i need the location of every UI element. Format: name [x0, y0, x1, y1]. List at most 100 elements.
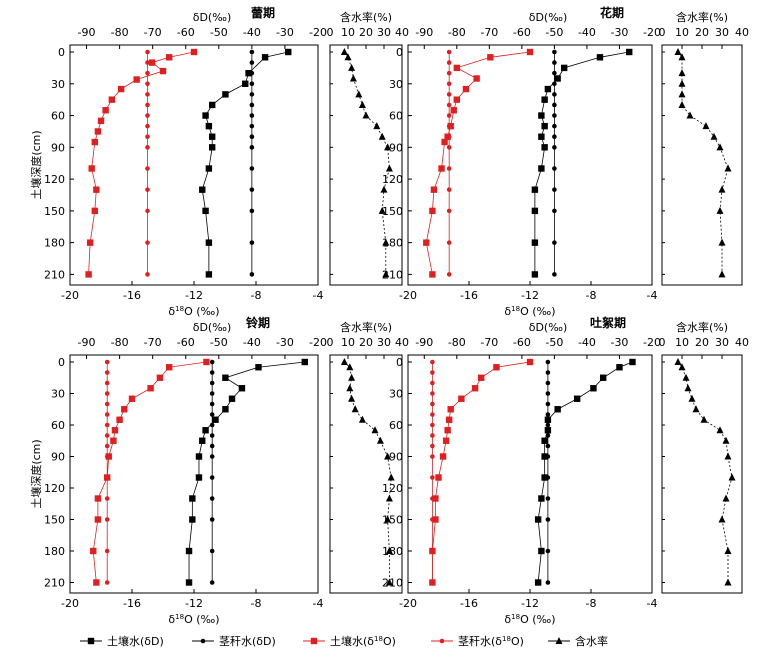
depth-tick-label: 150 — [382, 514, 403, 527]
series-0-point — [538, 165, 545, 172]
series-2-point — [85, 271, 92, 278]
series-4-point — [702, 122, 710, 130]
series-4-point — [716, 426, 724, 434]
d18O-tick-label: -20 — [399, 289, 417, 302]
series-1-point — [545, 443, 551, 449]
series-0-point — [208, 101, 216, 109]
series-4-point — [373, 122, 381, 130]
depth-tick-label: 180 — [44, 237, 65, 250]
series-4-point — [682, 373, 690, 381]
series-2-point — [526, 48, 534, 56]
series-4-point — [700, 415, 708, 423]
series-0-point — [301, 358, 308, 366]
series-4-point — [678, 53, 686, 61]
legend-label: 茎秆水(δD) — [219, 635, 276, 648]
series-0-point — [222, 406, 229, 413]
series-2-point — [462, 85, 470, 93]
series-1-point — [552, 49, 557, 55]
dD-tick-label: -60 — [177, 336, 195, 349]
series-0-point — [531, 207, 539, 215]
moisture-tick-label: 20 — [359, 26, 373, 39]
series-0-point — [541, 437, 548, 444]
series-0-point — [199, 437, 206, 444]
series-3-point — [446, 81, 452, 87]
series-1-point — [209, 454, 215, 459]
series-3-point — [430, 380, 435, 386]
series-3-point — [446, 102, 452, 108]
moisture-tick-label: 30 — [377, 26, 391, 39]
series-3-point — [104, 517, 110, 522]
series-3-point — [145, 166, 150, 171]
series-3-point — [104, 359, 110, 365]
series-1-point — [249, 272, 255, 277]
series-4-point — [340, 358, 348, 365]
series-2-point — [97, 117, 105, 125]
d18O-tick-label: -4 — [647, 289, 658, 302]
panel-title: 吐絮期 — [590, 315, 626, 330]
moisture-tick-label: 0 — [327, 26, 334, 39]
panel-title: 蕾期 — [251, 5, 275, 20]
d18O-tick-label: -8 — [586, 289, 597, 302]
dD-axis-label: δD(‰) — [193, 321, 232, 334]
series-3-point — [430, 433, 435, 438]
series-4-point — [692, 405, 700, 413]
depth-axis-label: 土壤深度(cm) — [29, 439, 43, 508]
series-3-point — [104, 548, 110, 554]
series-4-point — [344, 53, 352, 61]
series-3-point — [104, 454, 110, 459]
series-1-point — [249, 70, 255, 76]
series-1-point — [545, 496, 551, 501]
series-2-point — [203, 358, 210, 366]
dD-tick-label: -60 — [177, 26, 195, 39]
moisture-tick-label: 40 — [395, 336, 409, 349]
series-1-point — [552, 113, 557, 118]
series-2-point — [432, 495, 439, 502]
dD-tick-label: -60 — [513, 26, 531, 39]
series-1-point — [552, 272, 557, 277]
series-3-point — [430, 422, 435, 428]
moisture-tick-label: 40 — [395, 26, 409, 39]
dD-tick-label: -90 — [78, 336, 96, 349]
series-0-point — [208, 133, 216, 140]
series-0-point — [202, 207, 209, 215]
series-2-point — [93, 579, 100, 586]
series-3-point — [104, 580, 110, 585]
series-1-point — [552, 123, 557, 129]
series-0-point — [185, 579, 193, 586]
dD-axis-label: δD(‰) — [193, 11, 232, 24]
series-3-point — [145, 240, 150, 245]
series-1-point — [545, 454, 551, 459]
moisture-tick-label: 0 — [659, 26, 666, 39]
series-1-point — [552, 145, 557, 150]
depth-tick-label: 30 — [389, 388, 403, 401]
series-3-point — [145, 92, 150, 97]
series-4-point — [716, 143, 724, 151]
series-3-point — [104, 496, 110, 501]
series-4-point — [385, 494, 393, 502]
series-0-point — [538, 495, 545, 502]
dD-tick-label: -50 — [545, 336, 563, 349]
series-4-point — [710, 132, 718, 140]
series-3-point — [145, 113, 150, 118]
series-1-point — [209, 580, 215, 585]
series-4-point — [678, 69, 686, 77]
series-0-point — [541, 453, 548, 460]
series-2-point — [423, 239, 430, 246]
series-4-point — [678, 79, 686, 87]
depth-tick-label: 90 — [389, 141, 403, 154]
series-4-point — [678, 90, 686, 98]
d18O-tick-label: -12 — [521, 597, 539, 610]
dD-tick-label: -20 — [309, 26, 327, 39]
dD-tick-label: -90 — [78, 26, 96, 39]
series-3-point — [430, 580, 435, 585]
series-1-point — [545, 380, 551, 386]
series-4-point — [378, 132, 386, 140]
series-1-point — [249, 113, 255, 118]
series-4-point — [346, 384, 354, 392]
depth-tick-label: 210 — [44, 577, 65, 590]
dD-tick-label: -70 — [480, 26, 498, 39]
dD-tick-label: -70 — [144, 336, 162, 349]
series-0-point — [202, 112, 209, 119]
series-3-point — [145, 70, 150, 76]
series-3-point — [145, 134, 150, 140]
